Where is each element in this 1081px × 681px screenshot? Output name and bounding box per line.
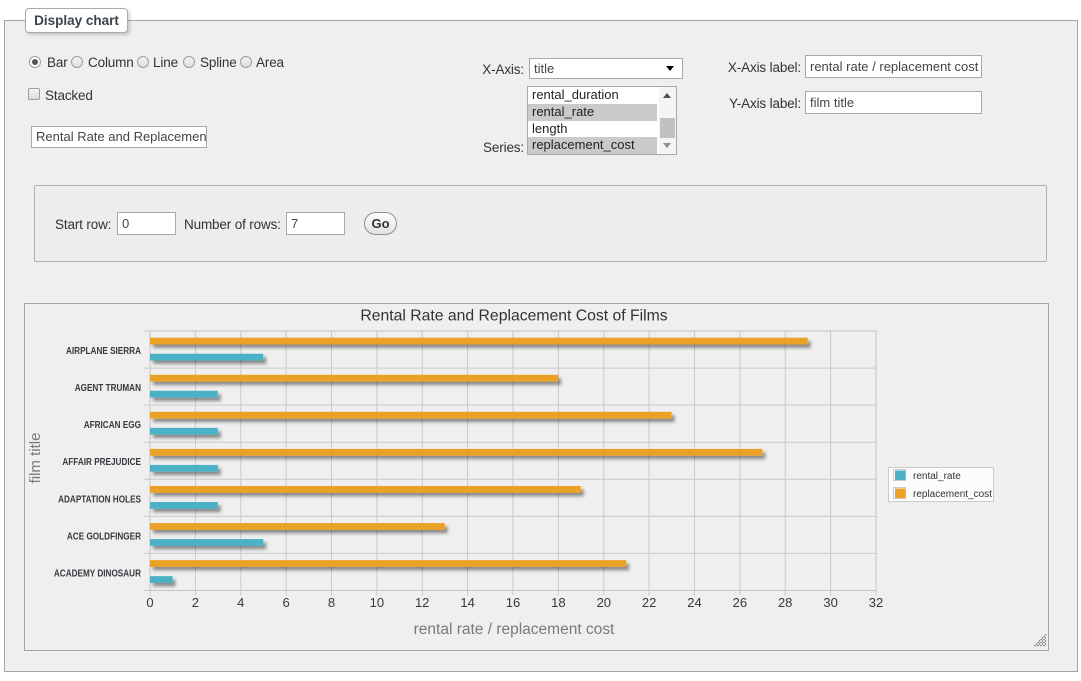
svg-text:30: 30 [823, 595, 837, 610]
svg-text:0: 0 [146, 595, 153, 610]
svg-text:26: 26 [733, 595, 747, 610]
svg-text:ACE GOLDFINGER: ACE GOLDFINGER [67, 531, 142, 542]
svg-text:20: 20 [597, 595, 611, 610]
svg-text:10: 10 [370, 595, 384, 610]
svg-text:rental_rate: rental_rate [913, 471, 961, 482]
svg-text:28: 28 [778, 595, 792, 610]
svg-text:ACADEMY DINOSAUR: ACADEMY DINOSAUR [54, 569, 142, 580]
svg-text:AFRICAN EGG: AFRICAN EGG [84, 420, 141, 431]
svg-text:AFFAIR PREJUDICE: AFFAIR PREJUDICE [62, 457, 141, 468]
svg-text:4: 4 [237, 595, 244, 610]
svg-text:AGENT TRUMAN: AGENT TRUMAN [75, 383, 141, 394]
svg-text:film title: film title [27, 433, 44, 484]
svg-text:32: 32 [869, 595, 883, 610]
svg-text:14: 14 [460, 595, 474, 610]
svg-text:22: 22 [642, 595, 656, 610]
svg-text:8: 8 [328, 595, 335, 610]
svg-text:rental rate / replacement cost: rental rate / replacement cost [414, 621, 615, 638]
svg-text:6: 6 [282, 595, 289, 610]
svg-text:2: 2 [192, 595, 199, 610]
svg-text:replacement_cost: replacement_cost [913, 489, 992, 500]
svg-text:Rental Rate and Replacement Co: Rental Rate and Replacement Cost of Film… [360, 308, 667, 325]
svg-text:ADAPTATION HOLES: ADAPTATION HOLES [58, 494, 141, 505]
svg-text:18: 18 [551, 595, 565, 610]
svg-text:AIRPLANE SIERRA: AIRPLANE SIERRA [66, 346, 141, 357]
svg-text:12: 12 [415, 595, 429, 610]
svg-text:24: 24 [687, 595, 701, 610]
svg-text:16: 16 [506, 595, 520, 610]
